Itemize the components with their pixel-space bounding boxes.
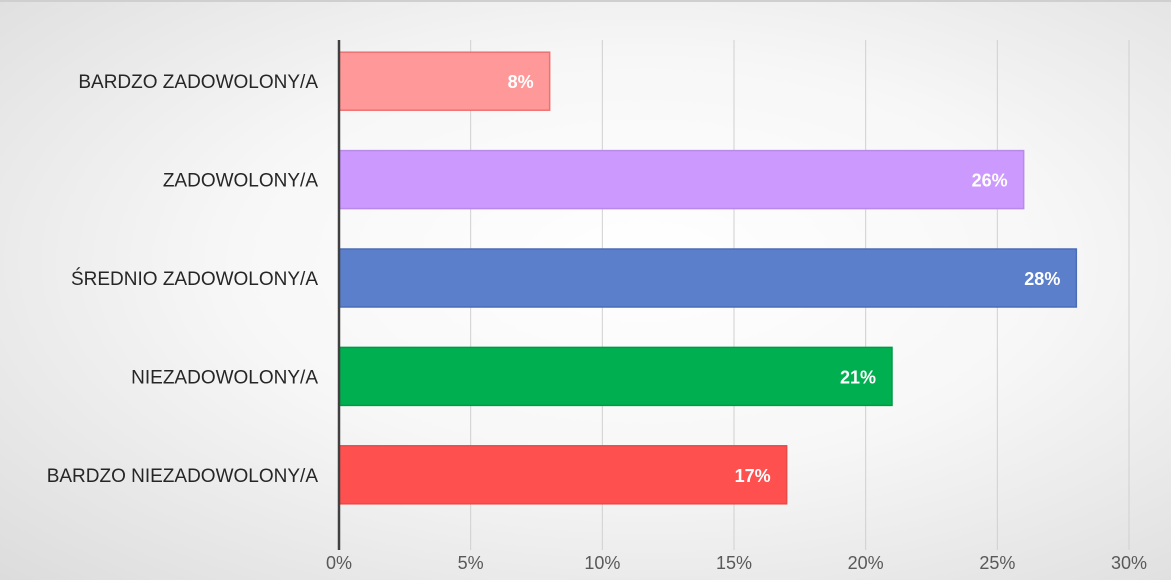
bar-5 <box>338 445 788 505</box>
category-label: ŚREDNIO ZADOWOLONY/A <box>71 268 318 290</box>
data-label: 8% <box>508 72 534 92</box>
data-label: 17% <box>735 466 771 486</box>
x-tick-label: 25% <box>979 553 1015 573</box>
x-tick-label: 0% <box>326 553 352 573</box>
data-label: 28% <box>1024 269 1060 289</box>
x-tick-label: 15% <box>716 553 752 573</box>
category-label: BARDZO ZADOWOLONY/A <box>78 72 318 93</box>
x-tick-label: 30% <box>1111 553 1147 573</box>
data-label: 26% <box>972 171 1008 191</box>
x-tick-label: 5% <box>458 553 484 573</box>
category-label: NIEZADOWOLONY/A <box>131 367 318 388</box>
bar-2 <box>338 149 1025 210</box>
bar-4 <box>338 346 893 407</box>
data-label: 21% <box>840 367 876 387</box>
x-tick-label: 10% <box>584 553 620 573</box>
bar-1 <box>338 51 551 111</box>
bar-3 <box>338 248 1078 308</box>
category-label: ZADOWOLONY/A <box>163 171 319 192</box>
x-tick-label: 20% <box>848 553 884 573</box>
category-label: BARDZO NIEZADOWOLONY/A <box>47 466 319 487</box>
